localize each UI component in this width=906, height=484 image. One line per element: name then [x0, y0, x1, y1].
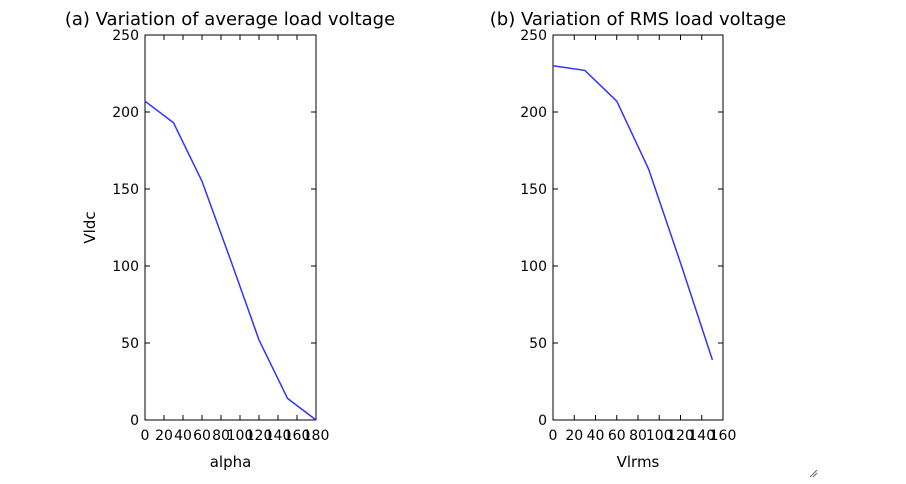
series-line: [552, 65, 714, 361]
y-tick-label: 150: [520, 182, 547, 198]
x-tick-label: 160: [284, 428, 311, 444]
x-tick-label: 140: [688, 428, 715, 444]
x-tick-label: 0: [141, 428, 150, 444]
x-tick-label: 180: [303, 428, 330, 444]
x-tick-label: 40: [587, 428, 605, 444]
y-axis-label: Vldc: [81, 211, 99, 243]
x-tick-label: 80: [212, 428, 230, 444]
x-tick-label: 0: [549, 428, 558, 444]
x-tick-label: 60: [193, 428, 211, 444]
chart-title: (a) Variation of average load voltage: [65, 9, 395, 30]
x-axis-label: Vlrms: [617, 453, 660, 471]
y-tick-label: 250: [112, 28, 139, 44]
y-tick-label: 100: [520, 259, 547, 275]
x-tick-label: 20: [565, 428, 583, 444]
y-tick-label: 0: [538, 413, 547, 429]
y-tick-label: 50: [121, 336, 139, 352]
x-tick-label: 60: [608, 428, 626, 444]
y-tick-label: 100: [112, 259, 139, 275]
x-tick-label: 100: [646, 428, 673, 444]
x-tick-label: 160: [710, 428, 737, 444]
y-tick-label: 0: [130, 413, 139, 429]
y-tick-label: 250: [520, 28, 547, 44]
x-tick-label: 120: [667, 428, 694, 444]
plot-frame: [552, 34, 724, 421]
x-tick-label: 140: [265, 428, 292, 444]
y-tick-label: 50: [529, 336, 547, 352]
x-tick-label: 40: [174, 428, 192, 444]
y-tick-label: 150: [112, 182, 139, 198]
series-line: [144, 100, 317, 421]
x-tick-label: 120: [246, 428, 273, 444]
x-tick-label: 80: [629, 428, 647, 444]
resize-grip-icon[interactable]: [809, 469, 818, 478]
x-tick-label: 100: [227, 428, 254, 444]
chart-title: (b) Variation of RMS load voltage: [490, 9, 786, 30]
chart-1: (b) Variation of RMS load voltage0501001…: [490, 9, 786, 471]
y-tick-label: 200: [112, 105, 139, 121]
y-tick-label: 200: [520, 105, 547, 121]
chart-0: (a) Variation of average load voltage 0 50…: [65, 9, 395, 471]
x-tick-label: 20: [155, 428, 173, 444]
x-axis-label: alpha: [210, 453, 252, 471]
plot-frame: [144, 34, 317, 421]
